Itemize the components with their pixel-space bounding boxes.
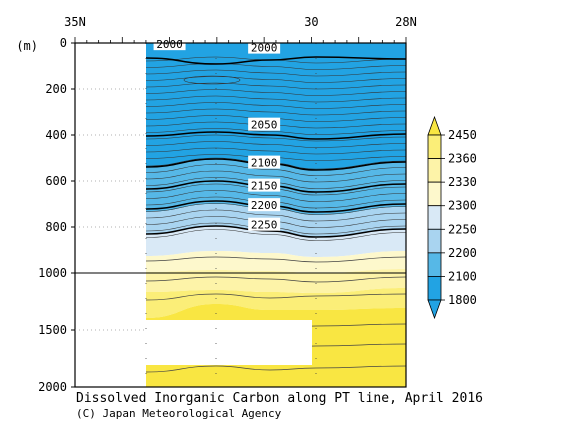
contour-line-thin-7 [145, 102, 407, 109]
y-tick-label-5: 1000 [38, 266, 67, 280]
contour-label-5: 2200 [251, 199, 278, 212]
color-band-3 [146, 226, 406, 257]
y-tick-label-2: 400 [45, 128, 67, 142]
legend-top-arrow [427, 115, 442, 136]
y-tick-label-0: 0 [60, 36, 67, 50]
legend-swatch-2 [427, 181, 442, 207]
contour-label-3: 2100 [251, 157, 278, 170]
contour-line-thin-6 [145, 95, 407, 103]
contour-label-2: 2050 [251, 119, 278, 132]
color-band-4 [146, 251, 406, 273]
y-tick-label-6: 1500 [38, 323, 67, 337]
contour-line-thin-17 [145, 164, 407, 176]
legend-label-2: 2330 [448, 175, 477, 189]
contour-line-thin-13 [145, 141, 407, 148]
contour-label-bg-2 [248, 117, 281, 131]
contour-line-thin-21 [145, 190, 407, 202]
contour-line-thin-8 [145, 108, 407, 116]
blank-box [146, 320, 312, 365]
legend-label-3: 2300 [448, 199, 477, 213]
contour-label-bg-0 [248, 40, 281, 54]
contour-line-thin-12 [145, 134, 407, 142]
contour-line-bold-0 [145, 56, 407, 65]
legend-label-1: 2360 [448, 152, 477, 166]
contour-label-1: 2000 [156, 38, 183, 51]
y-tick-label-7: 2000 [38, 380, 67, 394]
contour-line-deep-0 [145, 256, 407, 263]
contour-line-deep-5 [145, 365, 407, 373]
contour-ring [183, 75, 241, 85]
legend-swatch-4 [427, 228, 442, 254]
legend-swatch-5 [427, 252, 442, 277]
credit-text: (C) Japan Meteorological Agency [76, 407, 282, 420]
contour-label-bg-5 [248, 198, 281, 212]
legend-swatch-3 [427, 205, 442, 230]
contour-line-thin-18 [145, 170, 407, 183]
no-data-mask [75, 43, 146, 387]
contour-line-thin-2 [145, 69, 407, 77]
contour-line-thin-11 [145, 128, 407, 135]
contour-line-bold-1 [145, 131, 407, 140]
contour-line-thin-4 [145, 82, 407, 90]
legend-label-5: 2200 [448, 246, 477, 260]
color-band-5 [146, 269, 406, 293]
contour-label-6: 2250 [251, 219, 278, 232]
contour-line-thin-5 [145, 89, 407, 96]
contour-label-4: 2150 [251, 180, 278, 193]
x-tick-label-2: 28N [395, 15, 417, 29]
contour-line-thin-24 [145, 209, 407, 222]
y-tick-label-1: 200 [45, 82, 67, 96]
chart-title: Dissolved Inorganic Carbon along PT line… [76, 391, 483, 406]
contour-line-deep-1 [145, 276, 407, 283]
contour-line-thin-27 [145, 229, 407, 241]
x-tick-label-1: 30 [304, 15, 318, 29]
legend-label-4: 2250 [448, 222, 477, 236]
contour-label-bg-3 [248, 155, 281, 169]
legend-label-6: 2100 [448, 269, 477, 283]
x-tick-label-0: 35N [64, 15, 86, 29]
contour-line-thin-1 [145, 63, 407, 70]
contour-label-bg-4 [248, 178, 281, 192]
legend-swatch-0 [427, 134, 442, 159]
contour-label-0: 2000 [251, 42, 278, 55]
axes: 0 200 400 600 800 1000 1500 2000 35N 30 28N [38, 15, 417, 394]
contour-label-bg-6 [248, 217, 281, 231]
legend-bottom-arrow [427, 299, 442, 320]
contour-label-bg-1 [153, 37, 186, 51]
contour-line-thin-14 [145, 147, 407, 155]
legend-swatch-6 [427, 276, 442, 301]
legend-swatch-1 [427, 158, 442, 183]
plot-area: 2000 2000 2050 2100 2150 2200 2250 [75, 37, 407, 387]
legend-label-7: 1800 [448, 293, 477, 307]
y-tick-label-3: 600 [45, 174, 67, 188]
legend-label-0: 2450 [448, 128, 477, 142]
contour-line-deep-2 [145, 293, 407, 301]
contour-line-bold-5 [145, 225, 407, 238]
color-legend: 2450 2360 2330 2300 2250 2200 2100 1800 [427, 115, 477, 320]
y-axis-unit-label: (m) [16, 39, 38, 53]
y-tick-label-4: 800 [45, 220, 67, 234]
